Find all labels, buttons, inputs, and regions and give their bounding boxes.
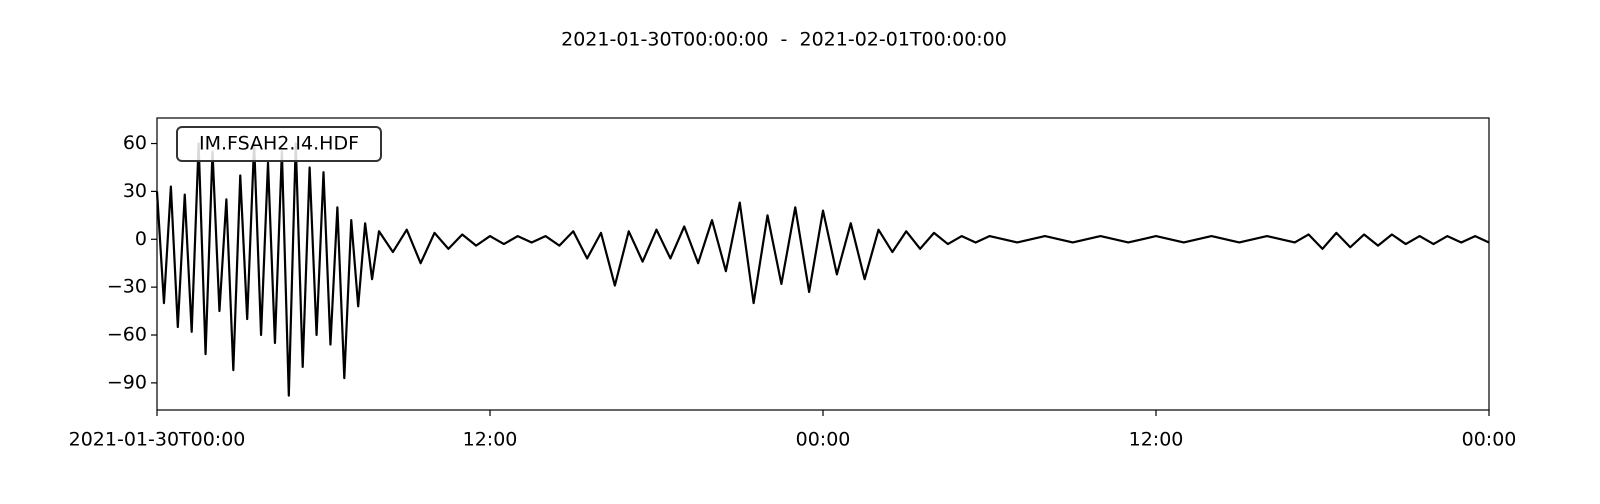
plot-frame: [156, 117, 1490, 411]
trace-label-box: [176, 126, 382, 162]
y-tick-label: 30: [123, 180, 147, 202]
x-tick-label: 12:00: [1129, 429, 1184, 451]
chart-title: 2021-01-30T00:00:00 - 2021-02-01T00:00:0…: [561, 29, 1007, 51]
x-tick-label: 2021-01-30T00:00: [69, 429, 246, 451]
y-tick-label: −30: [107, 276, 147, 298]
y-tick-label: 0: [135, 228, 147, 250]
waveform: [155, 142, 1490, 397]
trace-label: IM.FSAH2.I4.HDF: [199, 133, 359, 155]
x-tick-label: 00:00: [1462, 429, 1517, 451]
x-tick-label: 12:00: [463, 429, 518, 451]
y-tick-label: 60: [123, 132, 147, 154]
y-tick-label: −60: [107, 324, 147, 346]
y-tick-label: −90: [107, 371, 147, 393]
x-tick-label: 00:00: [796, 429, 851, 451]
